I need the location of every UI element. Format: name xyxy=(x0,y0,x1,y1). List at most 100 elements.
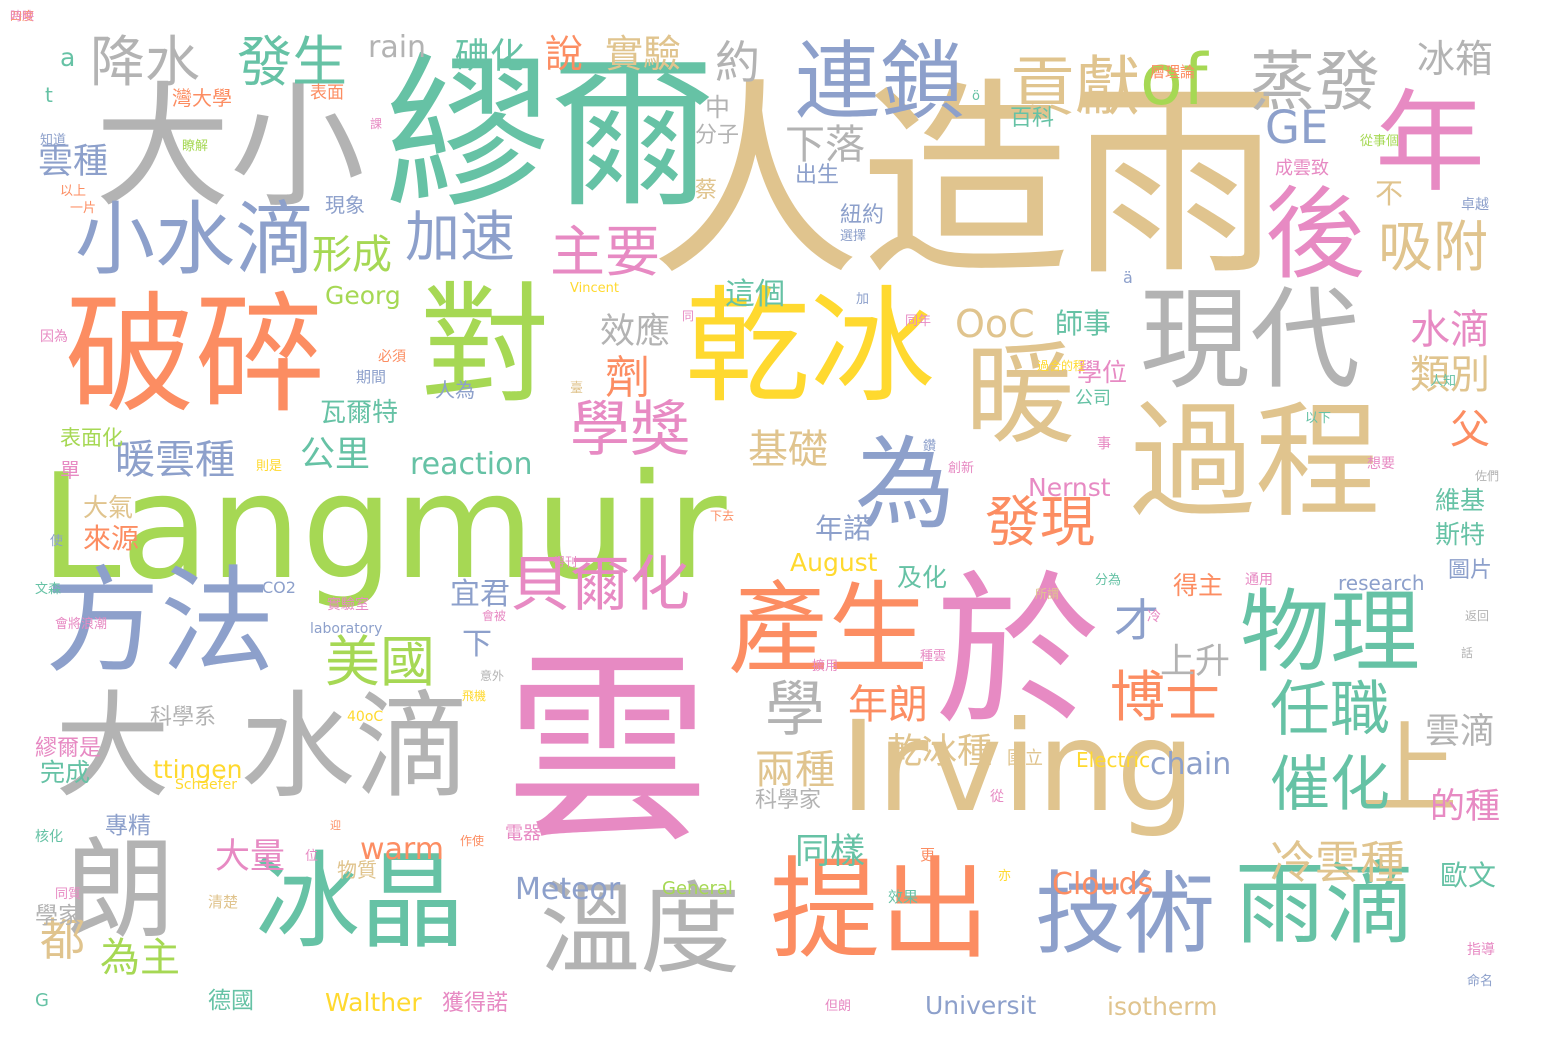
word-91: 瓦爾特 xyxy=(320,398,399,428)
word-99: 獲得諾 xyxy=(442,991,509,1016)
word-151: 以下 xyxy=(1305,411,1332,426)
word-156: 期間 xyxy=(356,368,387,386)
word-166: 效果 xyxy=(888,888,919,906)
word-152: 人知 xyxy=(1430,374,1457,389)
word-9: 乾冰 xyxy=(685,275,935,420)
word-72: 大量 xyxy=(215,837,286,877)
word-122: 分子 xyxy=(695,123,740,148)
word-36: 吸附 xyxy=(1378,215,1489,279)
word-44: 任職 xyxy=(1270,675,1390,745)
word-21: 提出 xyxy=(770,846,990,974)
word-65: 年朗 xyxy=(848,682,928,728)
word-94: 大氣 xyxy=(83,493,134,522)
word-183: 飛機 xyxy=(462,689,487,703)
word-104: 維基 xyxy=(1435,486,1486,515)
word-17: 水滴 xyxy=(240,680,471,814)
word-82: 師事 xyxy=(1055,307,1112,340)
word-110: 學家 xyxy=(35,903,81,929)
word-47: 冰箱 xyxy=(1417,37,1494,81)
word-179: 話 xyxy=(1461,646,1474,660)
word-192: 下去 xyxy=(710,509,735,523)
word-134: 電器 xyxy=(505,823,541,844)
word-138: 40oC xyxy=(347,709,384,725)
word-49: 說 xyxy=(545,32,584,76)
word-171: 會將浪潮 xyxy=(55,617,108,632)
word-35: GE xyxy=(1265,101,1329,154)
word-114: 物質 xyxy=(337,858,377,882)
word-51: rain xyxy=(368,30,427,65)
word-137: 通用 xyxy=(1245,572,1273,588)
word-145: 選擇 xyxy=(840,229,867,244)
word-16: 大 xyxy=(55,680,171,814)
word-130: 成雲致 xyxy=(1275,158,1329,179)
word-103: 斯特 xyxy=(1435,520,1486,549)
word-163: 想要 xyxy=(1367,456,1395,472)
word-95: Universit xyxy=(925,991,1037,1020)
word-112: 科學系 xyxy=(150,705,217,730)
word-147: 以上 xyxy=(60,184,87,199)
word-116: 單 xyxy=(60,458,80,482)
word-78: 都 xyxy=(40,913,86,966)
word-22: 技術 xyxy=(1035,862,1215,967)
word-139: CO2 xyxy=(262,578,296,597)
word-19: 冰晶 xyxy=(255,841,466,963)
word-74: Meteor xyxy=(515,872,621,907)
word-154: 命名 xyxy=(1467,974,1494,989)
word-45: 催化 xyxy=(1270,750,1390,820)
word-172: 使 xyxy=(50,534,64,549)
word-165: 清楚 xyxy=(208,893,239,911)
word-67: 乾冰種 xyxy=(887,732,993,772)
word-0: 雲 xyxy=(505,633,710,871)
word-66: 上升 xyxy=(1160,642,1231,682)
word-136: 卓越 xyxy=(1461,197,1489,213)
word-150: 從事個 xyxy=(1360,134,1400,149)
word-71: chain xyxy=(1150,747,1232,782)
word-98: 德國 xyxy=(208,988,254,1014)
word-186: 人為 xyxy=(435,378,475,402)
word-31: 貢獻 xyxy=(1010,50,1141,125)
word-149: 瞭解 xyxy=(182,139,209,154)
word-81: 這個 xyxy=(725,277,785,312)
word-107: ttingen xyxy=(153,755,243,784)
word-118: 出生 xyxy=(795,163,840,188)
word-143: 實驗室 xyxy=(327,597,369,613)
word-121: 中 xyxy=(705,93,731,122)
word-80: 歐文 xyxy=(1440,859,1497,892)
word-8: 破碎 xyxy=(65,279,326,431)
word-141: Schaefer xyxy=(175,777,237,793)
word-40: 加速 xyxy=(405,205,516,269)
word-161: 創新 xyxy=(948,461,975,476)
word-76: 同樣 xyxy=(795,832,866,872)
word-119: 紐約 xyxy=(840,203,885,228)
word-68: 兩種 xyxy=(755,747,835,793)
word-93: 來源 xyxy=(83,522,140,555)
word-90: Georg xyxy=(325,281,401,310)
word-173: 位 xyxy=(305,849,319,864)
word-182: 意外 xyxy=(480,669,505,683)
word-178: 返回 xyxy=(1465,609,1490,623)
word-25: 物理 xyxy=(1240,580,1420,685)
word-10: 過程 xyxy=(1130,390,1380,535)
word-155: 則是 xyxy=(256,459,283,474)
word-97: Walther xyxy=(325,988,422,1017)
word-38: 貝爾化 xyxy=(510,550,690,620)
word-26: 上 xyxy=(1358,711,1458,828)
word-83: 學位 xyxy=(1077,358,1128,387)
word-191: 得刊 xyxy=(553,555,578,569)
word-174: 作使 xyxy=(460,834,485,848)
word-4: Irving xyxy=(840,695,1196,840)
word-46: 學 xyxy=(765,675,825,745)
word-54: 形成 xyxy=(312,232,392,278)
word-168: 亦 xyxy=(998,869,1012,884)
word-39: 發現 xyxy=(985,490,1096,554)
word-102: General xyxy=(662,878,733,899)
word-111: 繆爾是 xyxy=(35,736,102,761)
word-177: 所謂 xyxy=(1035,587,1060,601)
word-184: 會被 xyxy=(482,609,507,623)
word-146: 知道 xyxy=(40,133,67,148)
word-187: ä xyxy=(1123,268,1133,287)
word-75: Clouds xyxy=(1052,867,1154,902)
word-57: 類別 xyxy=(1410,352,1490,398)
word-160: 事 xyxy=(1097,436,1111,452)
